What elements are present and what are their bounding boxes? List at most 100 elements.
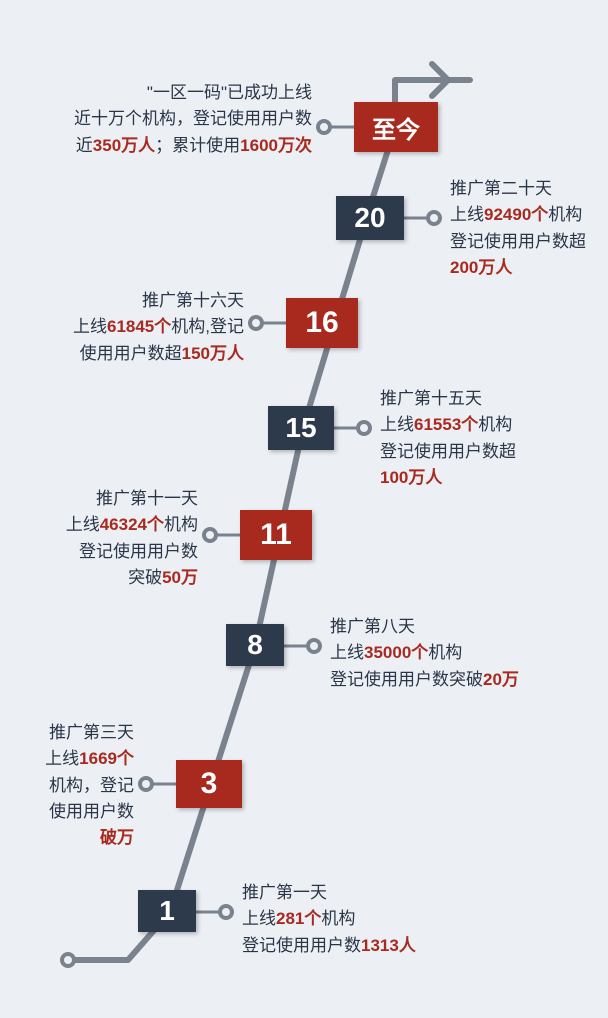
milestone-text-3-line: 破万 [10, 825, 134, 851]
milestone-text-20-line: 登记使用用户数超 [450, 229, 608, 255]
dot-至今 [318, 121, 330, 133]
milestone-box-1: 1 [138, 890, 196, 932]
highlight-span: 1313人 [361, 936, 416, 955]
milestone-text-15-line: 上线61553个机构 [380, 412, 580, 438]
text-span: 机构 [164, 515, 198, 534]
milestone-text-至今: "一区一码"已成功上线近十万个机构，登记使用用户数近350万人；累计使用1600… [48, 80, 312, 159]
text-span: 上线 [73, 317, 107, 336]
text-span: 使用用户数 [49, 802, 134, 821]
milestone-box-3: 3 [176, 760, 242, 808]
milestone-text-20-line: 上线92490个机构 [450, 202, 608, 228]
milestone-text-20-line: 200万人 [450, 255, 608, 281]
text-span: 登记使用用户数超 [450, 232, 586, 251]
highlight-span: 20万 [483, 670, 519, 689]
milestone-text-16-line: 使用用户数超150万人 [40, 341, 244, 367]
text-span: 推广第二十天 [450, 179, 552, 198]
text-span: 机构 [548, 205, 582, 224]
highlight-span: 1669个 [79, 749, 134, 768]
milestone-text-1-line: 上线281个机构 [242, 906, 492, 932]
text-span: 推广第三天 [49, 723, 134, 742]
highlight-span: 35000个 [364, 643, 428, 662]
milestone-box-16: 16 [286, 298, 358, 348]
text-span: 登记使用用户数超 [380, 442, 516, 461]
text-span: 机构 [478, 415, 512, 434]
milestone-text-1-line: 推广第一天 [242, 880, 492, 906]
milestone-text-1: 推广第一天上线281个机构登记使用用户数1313人 [242, 880, 492, 959]
highlight-span: 92490个 [484, 205, 548, 224]
text-span: "一区一码"已成功上线 [147, 83, 312, 102]
milestone-text-20-line: 推广第二十天 [450, 176, 608, 202]
text-span: 机构,登记 [171, 317, 244, 336]
text-span: 登记使用用户数 [79, 542, 198, 561]
text-span: 机构 [428, 643, 462, 662]
text-span: 推广第一天 [242, 883, 327, 902]
text-span: 使用用户数超 [80, 344, 182, 363]
dot-20 [428, 212, 440, 224]
text-span: 上线 [242, 909, 276, 928]
text-span: 登记使用用户数 [242, 936, 361, 955]
start-dot [62, 954, 74, 966]
milestone-box-20: 20 [336, 196, 404, 240]
dot-15 [358, 422, 370, 434]
milestone-text-15: 推广第十五天上线61553个机构登记使用用户数超100万人 [380, 386, 580, 491]
milestone-text-3: 推广第三天上线1669个机构，登记使用用户数破万 [10, 720, 134, 852]
text-span: 上线 [66, 515, 100, 534]
milestone-text-至今-line: 近350万人；累计使用1600万次 [48, 133, 312, 159]
highlight-span: 100万人 [380, 468, 442, 487]
milestone-text-15-line: 100万人 [380, 465, 580, 491]
text-span: 推广第十五天 [380, 389, 482, 408]
dot-1 [220, 906, 232, 918]
highlight-span: 150万人 [182, 344, 244, 363]
highlight-span: 破万 [100, 828, 134, 847]
dot-8 [308, 640, 320, 652]
milestone-text-11-line: 上线46324个机构 [50, 512, 198, 538]
highlight-span: 350万人 [93, 136, 155, 155]
highlight-span: 50万 [162, 568, 198, 587]
milestone-text-3-line: 机构，登记 [10, 773, 134, 799]
text-span: 登记使用用户数突破 [330, 670, 483, 689]
text-span: 上线 [450, 205, 484, 224]
milestone-text-15-line: 推广第十五天 [380, 386, 580, 412]
milestone-text-11: 推广第十一天上线46324个机构登记使用用户数突破50万 [50, 486, 198, 591]
milestone-text-3-line: 使用用户数 [10, 799, 134, 825]
milestone-text-11-line: 推广第十一天 [50, 486, 198, 512]
milestone-box-11: 11 [240, 510, 312, 560]
highlight-span: 1600万次 [240, 136, 312, 155]
milestone-text-16: 推广第十六天上线61845个机构,登记使用用户数超150万人 [40, 288, 244, 367]
text-span: 近十万个机构，登记使用用户数 [74, 109, 312, 128]
text-span: 推广第八天 [330, 617, 415, 636]
text-span: 上线 [45, 749, 79, 768]
milestone-text-8-line: 推广第八天 [330, 614, 590, 640]
highlight-span: 46324个 [100, 515, 164, 534]
milestone-text-至今-line: "一区一码"已成功上线 [48, 80, 312, 106]
highlight-span: 61553个 [414, 415, 478, 434]
text-span: 推广第十六天 [142, 291, 244, 310]
dot-3 [140, 778, 152, 790]
text-span: 推广第十一天 [96, 489, 198, 508]
milestone-text-16-line: 推广第十六天 [40, 288, 244, 314]
dot-16 [250, 317, 262, 329]
milestone-box-至今: 至今 [354, 102, 438, 152]
milestone-box-8: 8 [226, 624, 284, 666]
milestone-text-16-line: 上线61845个机构,登记 [40, 314, 244, 340]
text-span: 近 [76, 136, 93, 155]
highlight-span: 61845个 [107, 317, 171, 336]
milestone-box-15: 15 [268, 406, 334, 450]
text-span: 上线 [380, 415, 414, 434]
highlight-span: 281个 [276, 909, 321, 928]
milestone-text-11-line: 登记使用用户数 [50, 539, 198, 565]
milestone-text-15-line: 登记使用用户数超 [380, 439, 580, 465]
milestone-text-3-line: 推广第三天 [10, 720, 134, 746]
milestone-text-8-line: 登记使用用户数突破20万 [330, 667, 590, 693]
milestone-text-8: 推广第八天上线35000个机构登记使用用户数突破20万 [330, 614, 590, 693]
text-span: 机构 [321, 909, 355, 928]
milestone-text-11-line: 突破50万 [50, 565, 198, 591]
milestone-text-3-line: 上线1669个 [10, 746, 134, 772]
milestone-text-至今-line: 近十万个机构，登记使用用户数 [48, 106, 312, 132]
highlight-span: 200万人 [450, 258, 512, 277]
milestone-text-20: 推广第二十天上线92490个机构登记使用用户数超200万人 [450, 176, 608, 281]
text-span: 机构，登记 [49, 776, 134, 795]
milestone-text-1-line: 登记使用用户数1313人 [242, 933, 492, 959]
text-span: 突破 [128, 568, 162, 587]
dot-11 [204, 529, 216, 541]
